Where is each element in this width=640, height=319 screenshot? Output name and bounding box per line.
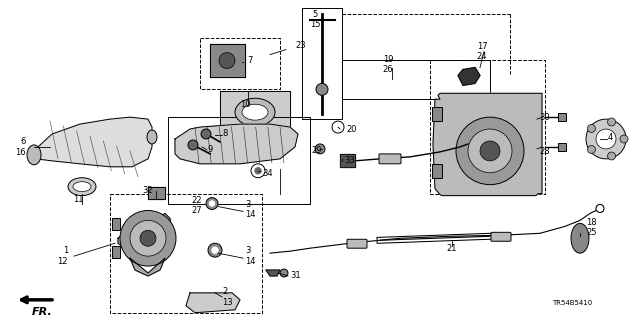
Circle shape [130, 220, 166, 256]
Ellipse shape [68, 178, 96, 196]
Ellipse shape [27, 145, 41, 165]
Circle shape [140, 230, 156, 246]
Text: 6
16: 6 16 [15, 137, 26, 157]
Text: 11: 11 [73, 195, 83, 204]
Text: FR.: FR. [31, 307, 52, 317]
FancyBboxPatch shape [347, 239, 367, 248]
Circle shape [456, 117, 524, 185]
Circle shape [212, 247, 218, 253]
FancyBboxPatch shape [491, 232, 511, 241]
Circle shape [620, 135, 628, 143]
FancyBboxPatch shape [432, 107, 442, 121]
Text: 28: 28 [539, 147, 550, 156]
Circle shape [315, 144, 325, 154]
Circle shape [188, 140, 198, 150]
Circle shape [208, 243, 222, 257]
Text: 17
24: 17 24 [477, 42, 487, 61]
Text: 30: 30 [539, 113, 550, 122]
Text: 1
12: 1 12 [58, 247, 68, 266]
Text: 7: 7 [247, 56, 252, 65]
Polygon shape [458, 68, 480, 85]
FancyBboxPatch shape [432, 164, 442, 178]
Text: 8: 8 [222, 129, 227, 137]
Text: 23: 23 [295, 41, 306, 50]
Text: 3
14: 3 14 [245, 200, 255, 219]
Polygon shape [340, 154, 355, 167]
Circle shape [332, 121, 344, 133]
Circle shape [468, 129, 512, 173]
Text: 31: 31 [290, 271, 301, 280]
Circle shape [251, 164, 265, 178]
FancyBboxPatch shape [379, 154, 401, 164]
Circle shape [596, 204, 604, 212]
Polygon shape [148, 187, 165, 198]
Text: 22
27: 22 27 [192, 196, 202, 215]
Text: 5
15: 5 15 [310, 10, 320, 29]
Text: 34: 34 [262, 169, 273, 178]
Text: 18
25: 18 25 [586, 218, 596, 237]
Circle shape [596, 129, 616, 149]
Polygon shape [266, 270, 280, 276]
FancyBboxPatch shape [558, 143, 566, 151]
FancyBboxPatch shape [112, 246, 120, 258]
Circle shape [586, 119, 626, 159]
Text: 33: 33 [344, 156, 355, 165]
Text: 2
13: 2 13 [222, 287, 232, 307]
Text: 21: 21 [447, 244, 457, 253]
Text: 32: 32 [143, 186, 154, 195]
Polygon shape [186, 293, 240, 313]
Text: 20: 20 [346, 124, 356, 134]
Polygon shape [433, 93, 542, 196]
Polygon shape [28, 117, 152, 167]
Polygon shape [210, 44, 245, 78]
Text: 10: 10 [240, 100, 250, 109]
FancyBboxPatch shape [112, 219, 120, 230]
Ellipse shape [571, 223, 589, 253]
Circle shape [280, 269, 288, 277]
Text: 29: 29 [312, 146, 322, 155]
Polygon shape [220, 91, 290, 134]
Ellipse shape [242, 104, 268, 120]
Circle shape [206, 197, 218, 210]
Text: TR54B5410: TR54B5410 [552, 300, 592, 306]
FancyBboxPatch shape [558, 113, 566, 121]
Circle shape [219, 53, 235, 69]
Circle shape [120, 211, 176, 266]
Polygon shape [175, 124, 298, 164]
Text: 9: 9 [207, 145, 212, 154]
Ellipse shape [73, 182, 91, 192]
Circle shape [255, 168, 261, 174]
Circle shape [607, 152, 616, 160]
Circle shape [316, 83, 328, 95]
Polygon shape [118, 213, 172, 258]
Text: 4: 4 [608, 132, 613, 142]
Ellipse shape [147, 130, 157, 144]
Polygon shape [130, 258, 165, 276]
Text: 19
26: 19 26 [383, 55, 394, 74]
Circle shape [201, 129, 211, 139]
Text: 3
14: 3 14 [245, 247, 255, 266]
Circle shape [588, 145, 595, 153]
Ellipse shape [235, 98, 275, 126]
Circle shape [209, 201, 214, 206]
Circle shape [480, 141, 500, 161]
Circle shape [607, 118, 616, 126]
Circle shape [588, 124, 595, 132]
